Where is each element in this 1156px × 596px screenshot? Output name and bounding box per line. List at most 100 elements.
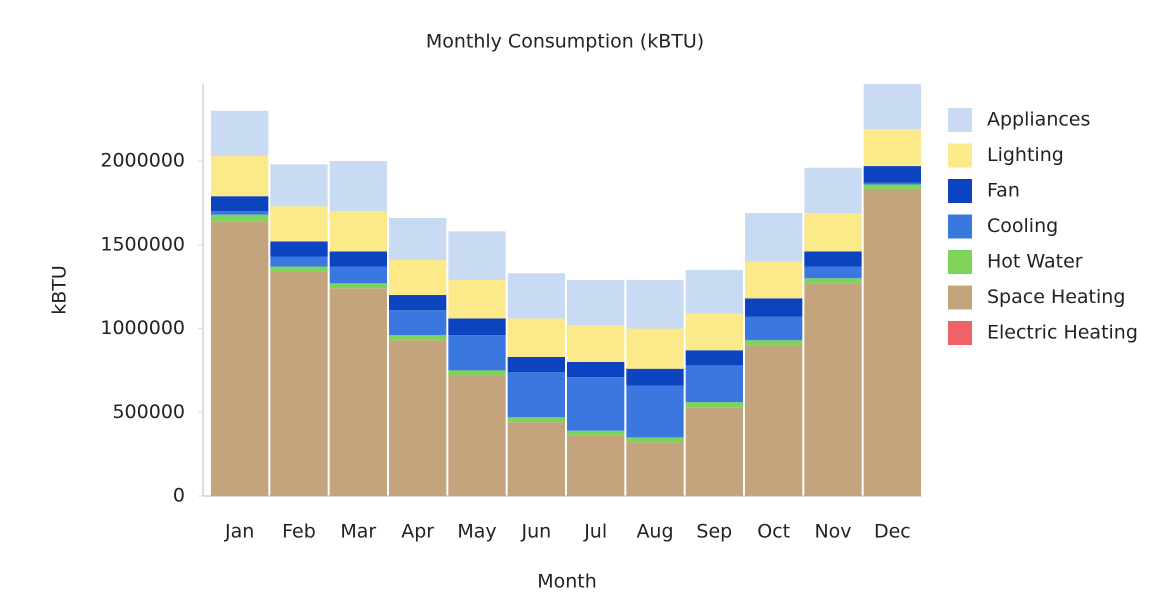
bar-segment bbox=[745, 345, 803, 496]
bar-segment bbox=[804, 251, 862, 267]
legend-label: Lighting bbox=[987, 144, 1064, 166]
bar-segment bbox=[270, 256, 328, 267]
bar-segment bbox=[211, 110, 269, 157]
bar-segment bbox=[448, 318, 506, 336]
bar-segment bbox=[863, 166, 921, 183]
x-tick-label: Jun bbox=[520, 521, 551, 543]
bar-segment bbox=[329, 288, 387, 496]
bar-segment bbox=[685, 313, 743, 351]
bar-segment bbox=[389, 295, 447, 311]
bar-segment bbox=[745, 298, 803, 317]
bar-segment bbox=[507, 356, 565, 373]
bar-segment bbox=[745, 340, 803, 346]
bar-segment bbox=[211, 196, 269, 212]
bar-segment bbox=[507, 417, 565, 423]
bar-segment bbox=[863, 184, 921, 190]
bar-segment bbox=[270, 241, 328, 257]
bar-segment bbox=[329, 283, 387, 289]
bar-segment bbox=[389, 217, 447, 260]
legend-label: Cooling bbox=[987, 215, 1058, 237]
bar-segment bbox=[567, 435, 625, 496]
x-tick-label: Feb bbox=[282, 521, 316, 543]
bar-segment bbox=[804, 278, 862, 284]
bar-segment bbox=[626, 385, 684, 438]
x-tick-label: Dec bbox=[874, 521, 911, 543]
bar-segment bbox=[567, 279, 625, 326]
bar-segment bbox=[507, 422, 565, 496]
bar-segment bbox=[448, 375, 506, 496]
x-tick-label: Jan bbox=[224, 521, 254, 543]
bar-segment bbox=[270, 266, 328, 272]
bar-segment bbox=[270, 164, 328, 207]
chart-title: Monthly Consumption (kBTU) bbox=[426, 31, 704, 53]
bar-segment bbox=[389, 310, 447, 336]
bar-segment bbox=[685, 269, 743, 314]
legend-swatch bbox=[948, 143, 972, 168]
legend-label: Fan bbox=[987, 180, 1020, 202]
legend-label: Electric Heating bbox=[987, 322, 1138, 344]
bar-segment bbox=[626, 442, 684, 496]
y-tick-label: 2000000 bbox=[100, 150, 185, 172]
bar-segment bbox=[329, 161, 387, 212]
bar-segment bbox=[626, 328, 684, 369]
legend-label: Hot Water bbox=[987, 251, 1083, 273]
bar-segment bbox=[863, 189, 921, 496]
legend-label: Space Heating bbox=[987, 286, 1125, 308]
bar-segment bbox=[211, 214, 269, 222]
legend-swatch bbox=[948, 214, 972, 239]
legend-swatch bbox=[948, 108, 972, 132]
bar-segment bbox=[567, 325, 625, 363]
x-tick-label: Sep bbox=[696, 521, 732, 543]
y-tick-label: 1500000 bbox=[100, 233, 185, 255]
x-tick-label: Nov bbox=[814, 521, 851, 543]
bar-segment bbox=[329, 251, 387, 267]
bar-segment bbox=[745, 316, 803, 341]
legend-swatch bbox=[948, 321, 972, 345]
bar-segment bbox=[211, 221, 269, 497]
bar-segment bbox=[863, 182, 921, 185]
bar-segment bbox=[863, 84, 921, 130]
bar-segment bbox=[567, 430, 625, 436]
bar-segment bbox=[685, 407, 743, 496]
legend-label: Appliances bbox=[987, 109, 1090, 131]
bar-segment bbox=[507, 372, 565, 418]
bar-segment bbox=[507, 273, 565, 319]
bar-segment bbox=[329, 266, 387, 284]
y-tick-label: 1000000 bbox=[100, 317, 185, 339]
bar-segment bbox=[389, 340, 447, 496]
bar-segment bbox=[448, 370, 506, 376]
bar-segment bbox=[389, 335, 447, 341]
bar-segment bbox=[804, 212, 862, 252]
y-axis-label: kBTU bbox=[49, 265, 71, 315]
y-tick-label: 0 bbox=[173, 485, 185, 507]
x-tick-label: Apr bbox=[401, 521, 434, 543]
bar-segment bbox=[567, 362, 625, 378]
bar-segment bbox=[626, 279, 684, 329]
bar-segment bbox=[804, 266, 862, 279]
bar-segment bbox=[567, 377, 625, 431]
bar-segment bbox=[804, 167, 862, 213]
legend-swatch bbox=[948, 285, 972, 310]
x-tick-label: Aug bbox=[636, 521, 673, 543]
bar-segment bbox=[448, 231, 506, 280]
x-axis-label: Month bbox=[537, 571, 597, 593]
bar-segment bbox=[507, 318, 565, 357]
legend-swatch bbox=[948, 250, 972, 274]
x-tick-label: Jul bbox=[583, 521, 607, 543]
bar-segment bbox=[270, 206, 328, 242]
x-tick-label: Oct bbox=[757, 521, 790, 543]
bar-segment bbox=[685, 402, 743, 408]
bar-segment bbox=[685, 365, 743, 403]
bar-segment bbox=[804, 283, 862, 496]
bar-segment bbox=[685, 350, 743, 366]
bar-segment bbox=[448, 279, 506, 319]
bar-segment bbox=[745, 212, 803, 262]
bar-segment bbox=[745, 261, 803, 299]
bar-segment bbox=[389, 259, 447, 296]
y-tick-label: 500000 bbox=[112, 401, 185, 423]
x-tick-label: Mar bbox=[340, 521, 376, 543]
legend-swatch bbox=[948, 179, 972, 203]
bar-segment bbox=[448, 335, 506, 371]
bar-segment bbox=[626, 368, 684, 386]
